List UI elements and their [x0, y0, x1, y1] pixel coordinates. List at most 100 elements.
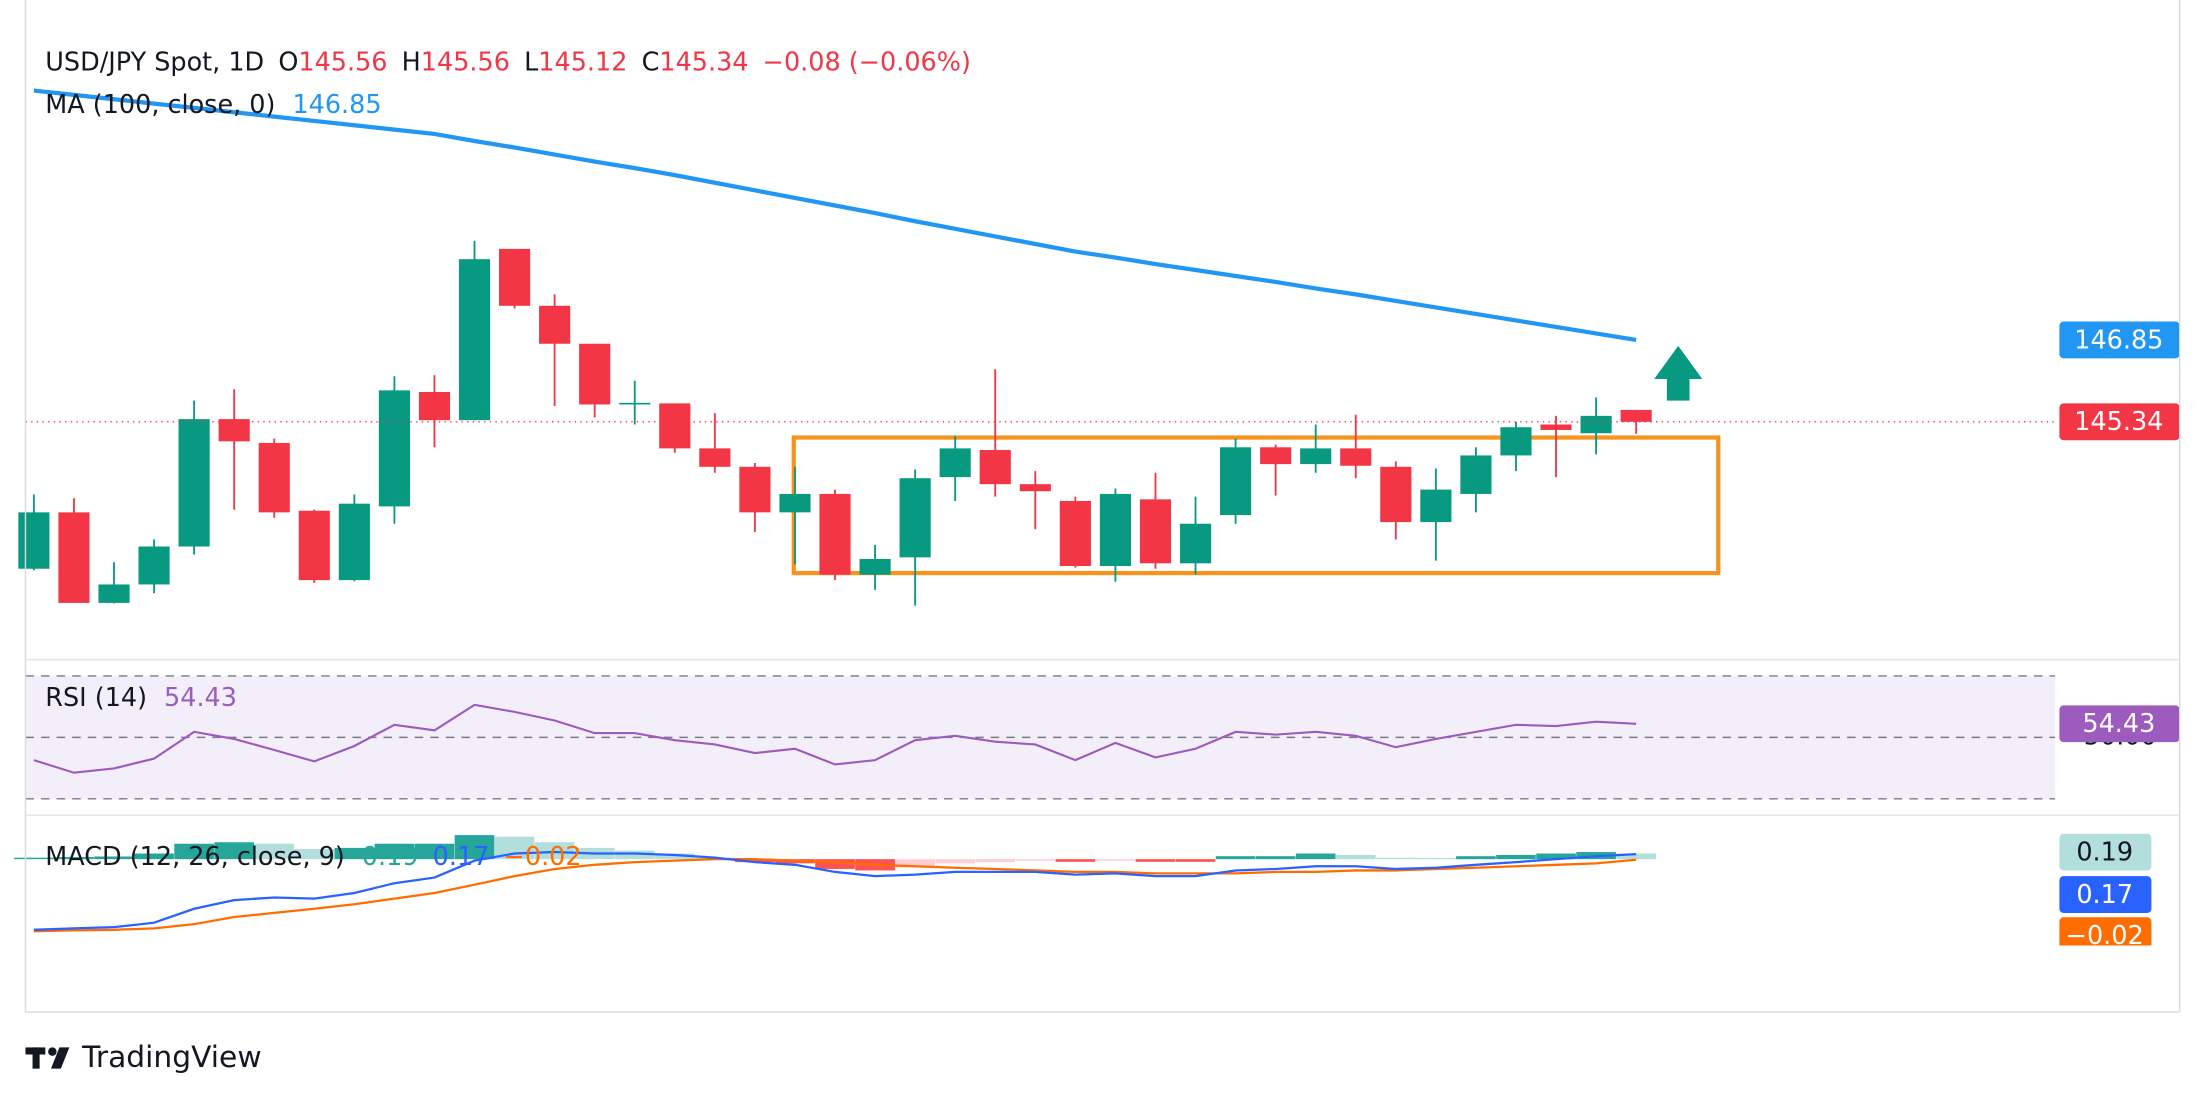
brand-name: TradingView: [81, 1040, 262, 1075]
candle-body: [1420, 489, 1452, 523]
signal-badge: −0.02: [2066, 921, 2144, 951]
low-value: 145.12: [538, 48, 627, 78]
candle-body: [178, 419, 210, 547]
macd-histogram-bar: [174, 843, 214, 860]
candle-body: [659, 403, 691, 449]
macd-histogram-bar: [1375, 857, 1416, 860]
ma-legend: MA (100, close, 0) 146.85: [45, 90, 381, 120]
macd-histogram-bar: [1055, 859, 1096, 862]
rsi-name: RSI (14): [45, 683, 147, 713]
candle-body: [1580, 415, 1612, 434]
candle-body: [819, 493, 851, 575]
close-value: 145.34: [659, 48, 748, 78]
candle-body: [1059, 500, 1091, 567]
change: −0.08 (−0.06%): [763, 48, 971, 78]
rsi-badge-bg: [2059, 705, 2180, 743]
range-box: [791, 435, 1721, 576]
candle-body: [218, 419, 250, 442]
candle-body: [1139, 499, 1172, 564]
ma-badge-bg: [2059, 321, 2180, 359]
header: USD/JPY Spot, 1D O145.56 H145.56 L145.12 C14…: [45, 48, 971, 78]
candle-body: [1300, 448, 1332, 465]
candle-body: [699, 448, 731, 467]
candle-body: [338, 503, 370, 581]
brand-logo: TradingView: [25, 1040, 262, 1075]
macd-histogram-bar: [54, 857, 94, 860]
macd-histogram-bar: [254, 843, 295, 860]
macd-badge: 0.17: [2076, 880, 2133, 910]
macd-histogram-bar: [294, 849, 335, 860]
macd-histogram-bar: [1295, 853, 1336, 860]
macd-histogram-bar: [1456, 856, 1496, 860]
candle-body: [1019, 484, 1051, 492]
candle-body: [939, 448, 971, 478]
candle-body: [779, 493, 811, 513]
candle-body: [1099, 493, 1131, 567]
close-badge: 145.34: [2074, 407, 2163, 437]
logo-shape: [32, 1047, 40, 1069]
macd-histogram-bar: [134, 853, 174, 860]
macd-histogram-bar: [1095, 859, 1136, 861]
ohlc-label: C: [642, 48, 660, 78]
rsi-line: [33, 703, 1637, 774]
macd-badges: 0.19 0.17 −0.02: [2059, 833, 2152, 951]
macd-histogram-bar: [895, 859, 935, 868]
hist-badge-bg: [2059, 833, 2152, 871]
macd-line: [33, 850, 1637, 931]
macd-histogram-bar: [1536, 853, 1576, 860]
candle-body: [18, 512, 50, 569]
macd-histogram-bar: [534, 842, 575, 860]
hist-value: 0.19: [362, 842, 419, 872]
ma-badge: 146.85: [2074, 325, 2163, 355]
macd-histogram-bar: [1175, 859, 1216, 862]
logo-shape: [50, 1047, 70, 1069]
macd-legend: MACD (12, 26, close, 9) 0.19 0.17 −0.02: [45, 842, 581, 872]
ma-line: [33, 88, 1637, 343]
macd-name: MACD (12, 26, close, 9): [45, 842, 345, 872]
candle-body: [1540, 424, 1572, 430]
rsi-value: 54.43: [164, 683, 237, 713]
arrow: [1654, 345, 1703, 401]
candle-body: [739, 466, 771, 513]
signal-badge-bg: [2059, 917, 2152, 946]
candle-body: [378, 390, 410, 507]
macd-histogram-bar: [214, 842, 254, 860]
candle-body: [619, 402, 651, 405]
ma-name: MA (100, close, 0): [45, 90, 275, 120]
candle-body: [258, 442, 290, 513]
ma-value: 146.85: [292, 90, 381, 120]
logo-shape: [48, 1047, 57, 1056]
candle-body: [138, 546, 170, 585]
macd-histogram-bar: [1416, 857, 1456, 860]
macd-histogram-bar: [1015, 859, 1056, 861]
ohlc-label: O: [278, 48, 298, 78]
candle-body: [1460, 455, 1492, 494]
candle-body: [1260, 447, 1292, 465]
macd-histogram-bar: [1335, 855, 1376, 860]
macd-histogram-bar: [654, 853, 695, 860]
candle-body: [498, 248, 531, 306]
symbol: USD/JPY Spot, 1D: [45, 48, 264, 78]
macd-signal-line: [33, 858, 1637, 933]
signal-value: −0.02: [504, 842, 582, 872]
macd-histogram-bar: [975, 859, 1016, 863]
candle-body: [539, 305, 571, 344]
macd-histogram-bar: [14, 857, 54, 860]
candle-body: [899, 478, 931, 558]
ohlc-label: H: [402, 48, 421, 78]
macd-histogram-bar: [414, 843, 455, 860]
hist-badge: 0.19: [2076, 838, 2133, 868]
macd-histogram-bar: [735, 859, 775, 863]
macd-histogram-bar: [935, 859, 976, 864]
high-value: 145.56: [421, 48, 510, 78]
candle-body: [1620, 409, 1652, 422]
candle-body: [1380, 466, 1412, 523]
macd-histogram-bar: [1215, 856, 1256, 860]
macd-histogram-bar: [94, 856, 134, 860]
macd-histogram-bar: [1496, 855, 1536, 860]
macd-histogram-bar: [815, 859, 855, 869]
open-value: 145.56: [298, 48, 387, 78]
plot-layer: [14, 88, 2056, 933]
